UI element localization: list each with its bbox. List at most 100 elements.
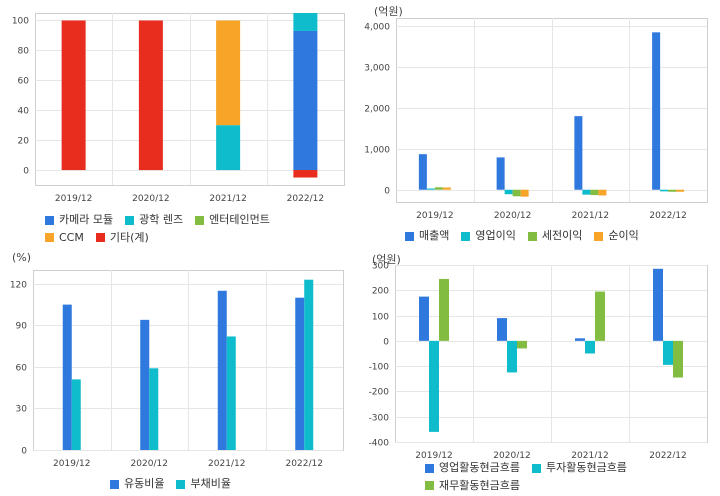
cashflow-chart-legend: 영업활동현금흐름 투자활동현금흐름 재무활동현금흐름 xyxy=(425,460,665,495)
bar-유동비율 xyxy=(217,290,227,450)
bar-부채비율 xyxy=(304,279,314,450)
bar-세전이익 xyxy=(434,187,443,190)
y-tick-label: 20 xyxy=(18,137,30,147)
x-tick-label: 2019/12 xyxy=(416,211,453,221)
y-tick-label: 60 xyxy=(18,77,30,87)
x-tick-label: 2021/12 xyxy=(209,194,246,204)
legend-label: 세전이익 xyxy=(541,229,583,242)
y-tick-label: 80 xyxy=(18,47,30,57)
bar-광학 렌즈 xyxy=(293,13,318,31)
legend-swatch xyxy=(527,231,537,241)
bar-부채비율 xyxy=(71,379,81,450)
legend-item: 영업이익 xyxy=(461,228,516,244)
y-tick-label: 100 xyxy=(12,17,29,27)
legend-item: CCM xyxy=(45,230,84,246)
cashflow-chart: -400 -300 -200 -100 0 100 200 300 2019/12 2020/12… xyxy=(369,262,708,458)
bar-세전이익 xyxy=(512,189,521,197)
legend-label: CCM xyxy=(59,230,84,244)
legend-item: 부채비율 xyxy=(176,476,231,492)
income-chart: 0 1,000 2,000 3,000 4,000 2019/12 2020/12 2021/… xyxy=(364,18,708,221)
x-tick-label: 2021/12 xyxy=(571,451,608,458)
legend-swatch xyxy=(125,215,135,225)
legend-item: 세전이익 xyxy=(527,228,583,244)
legend-label: 영업이익 xyxy=(475,229,516,242)
cashflow-chart-panel: (억원) -400 -300 -200 -100 0 100 200 300 2019/12 20… xyxy=(360,250,720,496)
x-tick-label: 2020/12 xyxy=(494,211,531,221)
legend-label: 기타(계) xyxy=(109,230,149,244)
bar-영업활동현금흐름 xyxy=(419,296,429,341)
x-tick-label: 2022/12 xyxy=(649,211,686,221)
legend-swatch xyxy=(95,233,105,242)
legend-label: 엔터테인먼트 xyxy=(209,213,270,226)
bar-투자활동현금흐름 xyxy=(585,340,595,354)
cashflow-unit-label: (억원) xyxy=(372,253,401,266)
bar-재무활동현금흐름 xyxy=(439,278,449,341)
ratio-chart-panel: (%) 0 30 60 90 120 2019/12 2020/12 2021/12 2022/… xyxy=(0,250,350,496)
legend-label: 재무활동현금흐름 xyxy=(439,478,520,492)
y-tick-label: 0 xyxy=(23,167,29,177)
y-tick-label: 0 xyxy=(21,447,27,457)
bar-순이익 xyxy=(442,187,451,190)
bar-매출액 xyxy=(418,154,427,190)
legend-swatch xyxy=(176,479,186,489)
legend-item: 재무활동현금흐름 xyxy=(425,478,520,494)
legend-swatch xyxy=(461,231,471,241)
bar-순이익 xyxy=(520,189,529,197)
bar-순이익 xyxy=(676,189,685,192)
ratio-unit-label: (%) xyxy=(12,251,32,264)
y-tick-label: 1,000 xyxy=(364,146,390,156)
legend-label: 카메라 모듈 xyxy=(59,213,114,226)
x-tick-label: 2019/12 xyxy=(53,459,90,469)
bar-부채비율 xyxy=(149,368,159,450)
legend-item: 유동비율 xyxy=(110,476,164,492)
x-tick-label: 2019/12 xyxy=(55,194,92,204)
y-tick-label: 3,000 xyxy=(364,64,390,74)
y-tick-label: 300 xyxy=(372,262,389,272)
y-tick-label: 200 xyxy=(372,287,389,297)
bar-영업이익 xyxy=(504,189,513,195)
legend-item: 광학 렌즈 xyxy=(125,212,183,228)
x-tick-label: 2020/12 xyxy=(132,194,169,204)
y-tick-label: -400 xyxy=(369,439,390,449)
bar-기타(계) xyxy=(138,20,163,171)
bar-투자활동현금흐름 xyxy=(663,340,673,365)
bar-기타(계) xyxy=(61,20,86,171)
bar-투자활동현금흐름 xyxy=(507,340,517,373)
x-tick-label: 2022/12 xyxy=(286,459,323,469)
y-tick-label: 120 xyxy=(10,281,27,291)
legend-label: 영업활동현금흐름 xyxy=(439,461,520,474)
x-tick-label: 2022/12 xyxy=(649,451,686,458)
legend-item: 순이익 xyxy=(594,228,639,244)
bar-유동비율 xyxy=(62,304,72,450)
y-tick-label: 30 xyxy=(16,405,28,415)
y-tick-label: 0 xyxy=(384,187,390,197)
legend-swatch xyxy=(405,231,414,241)
bar-재무활동현금흐름 xyxy=(673,340,683,378)
legend-item: 엔터테인먼트 xyxy=(195,212,270,228)
bar-CCM xyxy=(216,20,241,126)
legend-swatch xyxy=(425,481,434,490)
bar-투자활동현금흐름 xyxy=(429,340,439,432)
legend-swatch xyxy=(110,479,119,489)
legend-swatch xyxy=(45,215,54,225)
legend-swatch xyxy=(531,463,541,473)
bar-영업활동현금흐름 xyxy=(653,268,663,341)
x-tick-label: 2021/12 xyxy=(208,459,245,469)
x-tick-label: 2020/12 xyxy=(131,459,168,469)
x-tick-label: 2019/12 xyxy=(415,451,452,458)
legend-label: 순이익 xyxy=(608,229,639,242)
bar-영업이익 xyxy=(426,188,435,190)
ratio-chart-legend: 유동비율 부채비율 xyxy=(110,476,340,494)
income-chart-legend: 매출액 영업이익 세전이익 순이익 xyxy=(405,228,715,246)
legend-item: 매출액 xyxy=(405,228,449,244)
legend-item: 기타(계) xyxy=(95,230,149,246)
income-chart-panel: (억원) 0 1,000 2,000 3,000 4,000 2019/12 2020/12… xyxy=(360,0,720,250)
legend-label: 광학 렌즈 xyxy=(139,213,184,226)
bar-광학 렌즈 xyxy=(216,125,241,171)
bar-부채비율 xyxy=(226,336,236,450)
segment-chart-panel: 0 20 40 60 80 100 2019/12 2020/12 2021/12 2022/12… xyxy=(0,0,350,250)
bar-영업이익 xyxy=(582,189,591,195)
bar-영업활동현금흐름 xyxy=(575,338,585,341)
y-tick-label: -300 xyxy=(369,414,390,424)
bar-매출액 xyxy=(574,116,583,190)
